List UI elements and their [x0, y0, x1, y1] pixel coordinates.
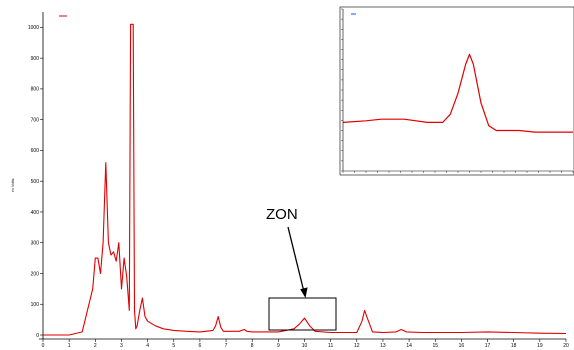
x-tick-label: 11 — [328, 343, 333, 349]
y-tick-label: 700 — [31, 117, 40, 123]
inset-background — [339, 6, 574, 176]
zon-annotation: ZON — [266, 206, 337, 331]
x-tick-label: 12 — [354, 343, 360, 349]
x-tick-label: 4 — [146, 343, 149, 349]
x-tick-label: 9 — [277, 343, 280, 349]
x-tick-label: 5 — [172, 343, 175, 349]
x-tick-label: 17 — [485, 343, 491, 349]
main-axes — [39, 12, 566, 340]
y-tick-label: 900 — [31, 56, 40, 62]
zon-box — [268, 297, 337, 331]
x-tick-label: 13 — [380, 343, 386, 349]
zon-label: ZON — [266, 206, 298, 223]
x-tick-label: 14 — [406, 343, 412, 349]
main-trace-line-1 — [43, 23, 567, 336]
y-tick-label: 800 — [31, 87, 40, 93]
main-trace-layer — [43, 23, 567, 336]
inset-ticks — [341, 8, 574, 173]
inset-chart — [339, 6, 574, 176]
x-tick-label: 19 — [537, 343, 543, 349]
main-chart: 0 1 2 3 4 5 6 7 8 9 10 11 12 13 14 15 16 17 18 19 2001002003… — [10, 12, 569, 349]
x-tick-label: 20 — [563, 343, 569, 349]
y-tick-label: 400 — [31, 210, 40, 216]
x-tick-label: 15 — [432, 343, 438, 349]
x-tick-label: 1 — [68, 343, 71, 349]
y-axis-label: m Volts — [10, 178, 15, 191]
inset-trace-line-1 — [342, 53, 573, 133]
x-tick-label: 0 — [42, 343, 45, 349]
y-tick-label: 300 — [31, 241, 40, 247]
y-tick-label: 600 — [31, 148, 40, 154]
y-tick-label: 200 — [31, 271, 40, 277]
x-tick-label: 18 — [511, 343, 517, 349]
x-tick-label: 10 — [302, 343, 308, 349]
y-tick-label: 100 — [31, 302, 40, 308]
y-tick-label: 1000 — [28, 25, 39, 31]
x-tick-label: 7 — [225, 343, 228, 349]
y-tick-label: 500 — [31, 179, 40, 185]
x-tick-label: 16 — [459, 343, 465, 349]
inset-trace-layer — [342, 53, 573, 133]
zon-arrowhead — [300, 287, 308, 298]
y-tick-label: 0 — [36, 333, 39, 339]
zon-arrow — [287, 226, 305, 293]
x-tick-label: 6 — [199, 343, 202, 349]
x-tick-label: 3 — [120, 343, 123, 349]
x-tick-label: 2 — [94, 343, 97, 349]
x-tick-label: 8 — [251, 343, 254, 349]
main-ticks: 0 1 2 3 4 5 6 7 8 9 10 11 12 13 14 15 16 17 18 19 2001002003… — [28, 25, 569, 349]
